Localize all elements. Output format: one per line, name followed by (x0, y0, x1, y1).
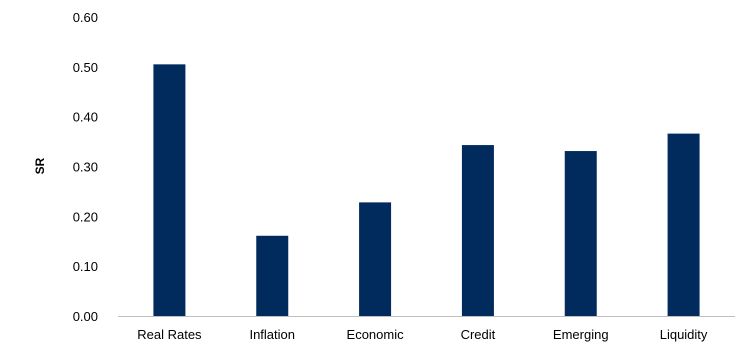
bars-group (153, 64, 700, 316)
y-axis-label: SR (33, 157, 47, 174)
x-tick-label: Emerging (553, 327, 609, 342)
y-tick-label: 0.20 (73, 209, 98, 224)
y-tick-label: 0.30 (73, 160, 98, 175)
bar-economic (359, 202, 392, 316)
x-tick-label: Liquidity (660, 327, 708, 342)
bar-real-rates (153, 64, 186, 316)
bar-inflation (256, 235, 289, 316)
x-tick-label: Credit (461, 327, 496, 342)
y-tick-label: 0.00 (73, 309, 98, 324)
x-axis-ticks: Real Rates Inflation Economic Credit Emergin… (137, 327, 708, 342)
y-tick-label: 0.10 (73, 259, 98, 274)
bar-emerging (564, 151, 597, 316)
y-tick-label: 0.60 (73, 10, 98, 25)
y-tick-label: 0.50 (73, 60, 98, 75)
x-tick-label: Economic (347, 327, 405, 342)
bar-credit (461, 145, 494, 316)
y-axis-ticks: 0.00 0.10 0.20 0.30 0.40 0.50 0.60 (73, 10, 98, 324)
bar-liquidity (667, 133, 700, 316)
y-tick-label: 0.40 (73, 110, 98, 125)
x-tick-label: Real Rates (137, 327, 202, 342)
x-tick-label: Inflation (249, 327, 295, 342)
